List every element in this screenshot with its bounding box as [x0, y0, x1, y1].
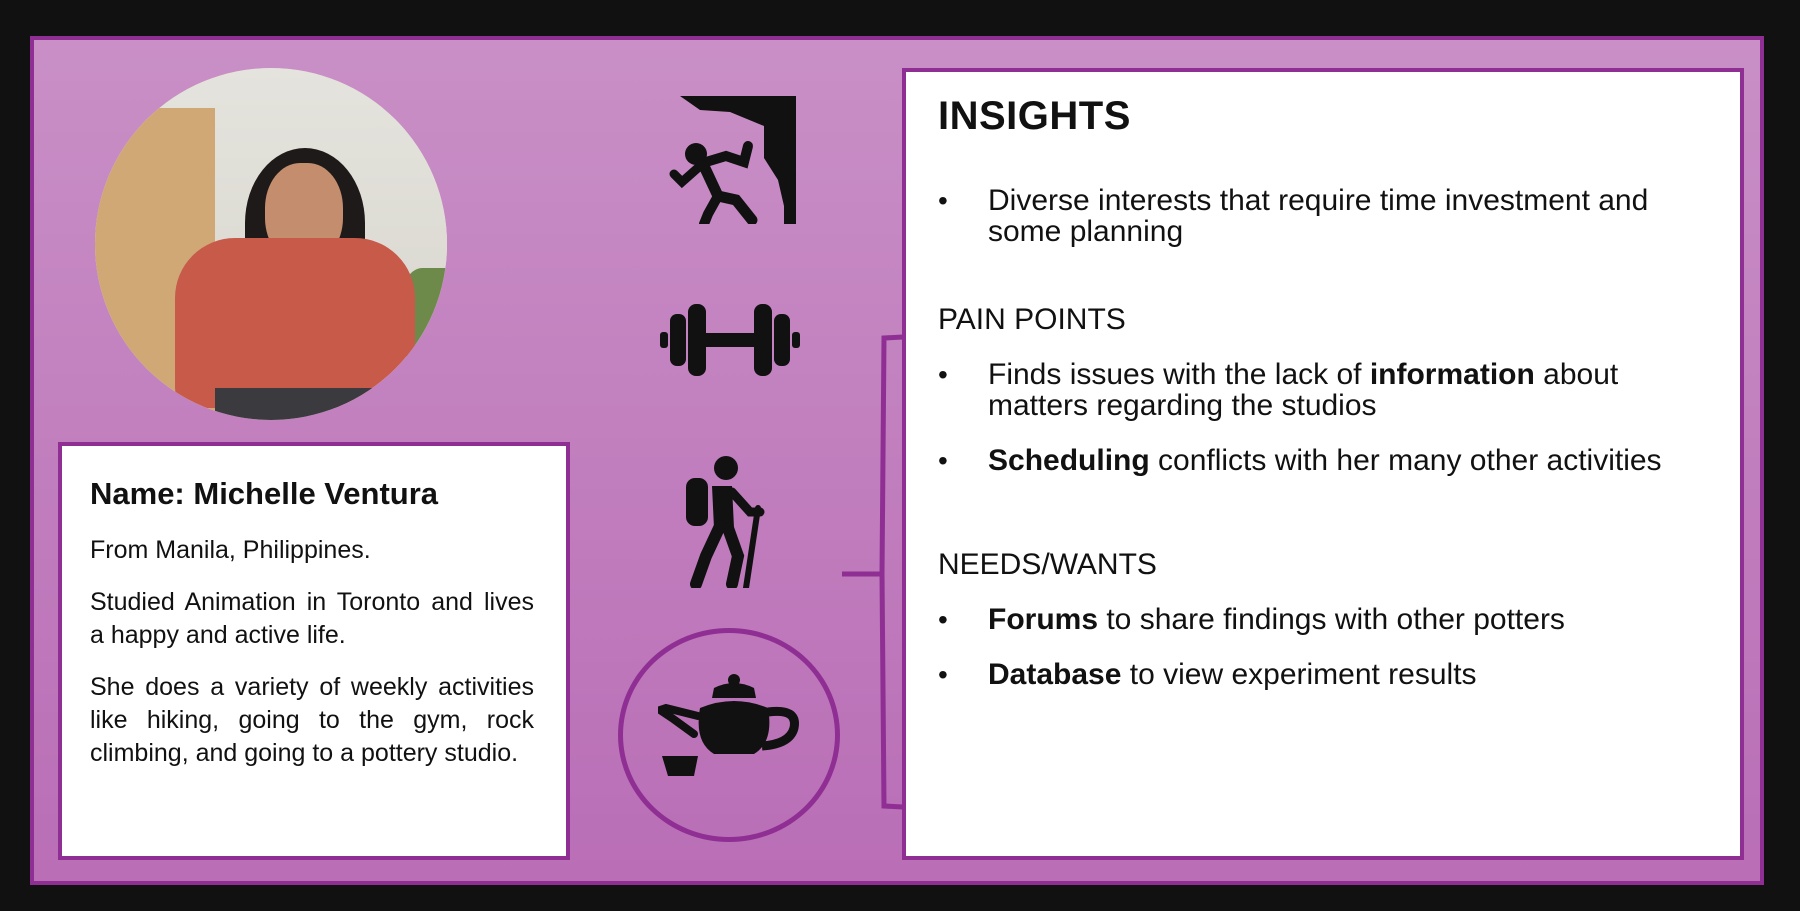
bio-activities: She does a variety of weekly activities … — [90, 673, 534, 767]
insights-title: INSIGHTS — [938, 94, 1131, 138]
teapot-icon — [658, 674, 799, 776]
list-item: Database to view experiment results — [938, 659, 1710, 690]
highlight-ring — [618, 628, 840, 842]
pain-points-list: Finds issues with the lack of informatio… — [938, 359, 1710, 476]
general-insights-list: Diverse interests that require time inve… — [938, 185, 1710, 247]
bio-origin: From Manila, Philippines. — [90, 536, 371, 564]
dumbbell-icon — [660, 304, 800, 376]
pain-points-title: PAIN POINTS — [938, 303, 1126, 336]
rock-climbing-icon — [669, 96, 796, 224]
bracket-connector — [842, 334, 920, 810]
list-item: Diverse interests that require time inve… — [938, 185, 1710, 247]
needs-wants-title: NEEDS/WANTS — [938, 548, 1157, 581]
bio-panel: Name: Michelle Ventura From Manila, Phil… — [58, 442, 570, 860]
insights-panel: INSIGHTS Diverse interests that require … — [902, 68, 1744, 860]
list-item: Finds issues with the lack of informatio… — [938, 359, 1710, 421]
persona-photo — [95, 68, 447, 420]
needs-wants-list: Forums to share findings with other pott… — [938, 604, 1710, 690]
list-item: Scheduling conflicts with her many other… — [938, 445, 1710, 476]
persona-name: Name: Michelle Ventura — [90, 476, 439, 511]
hiking-icon — [686, 456, 765, 588]
bio-study: Studied Animation in Toronto and lives a… — [90, 588, 534, 649]
list-item: Forums to share findings with other pott… — [938, 604, 1710, 635]
